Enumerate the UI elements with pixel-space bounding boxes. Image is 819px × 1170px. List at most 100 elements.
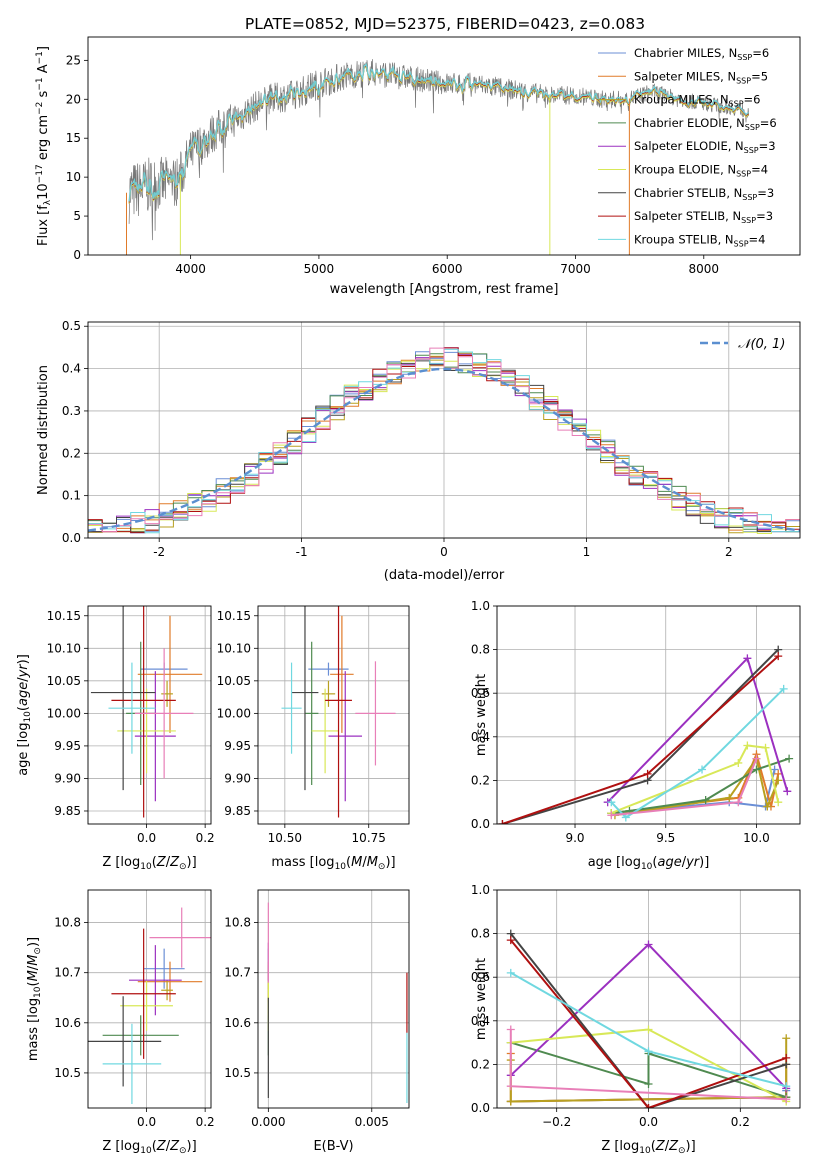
x-tick-label: 0.2 (731, 1115, 750, 1129)
weight-marker (506, 1097, 515, 1106)
axes-frame (496, 889, 801, 1109)
weight-marker (783, 787, 792, 796)
mass-vs-Z-points (88, 907, 211, 1104)
legend-label: Salpeter ELODIE, NSSP=3 (634, 139, 776, 155)
y-tick-label: 0.8 (471, 927, 490, 941)
y-tick-label: 1.0 (471, 599, 490, 613)
weight-marker (644, 1025, 653, 1034)
x-tick-label: 5000 (304, 262, 335, 276)
weight-marker (643, 769, 652, 778)
y-tick-label: 0.1 (62, 489, 81, 503)
plot-area (88, 890, 211, 1108)
y-axis-label: Flux [fλ10−17 erg cm−2 s−1 A−1] (35, 46, 53, 246)
weight-marker (701, 796, 710, 805)
y-tick-label: 9.90 (54, 771, 81, 785)
y-tick-label: 10.5 (224, 1066, 251, 1080)
weight-marker (774, 652, 783, 661)
y-tick-label: 0.8 (471, 643, 490, 657)
y-tick-label: 10.8 (224, 916, 251, 930)
plot-area (88, 606, 211, 824)
legend-label: Chabrier STELIB, NSSP=3 (634, 186, 774, 202)
x-axis-label: (data-model)/error (384, 568, 505, 583)
mass-vs-ebv-points (267, 902, 408, 1103)
weight-marker (779, 684, 788, 693)
x-tick-label: −0.2 (542, 1115, 571, 1129)
y-tick-label: 10.15 (47, 609, 81, 623)
legend-label: Salpeter MILES, NSSP=5 (634, 69, 768, 85)
x-tick-label: 0 (440, 545, 448, 559)
y-tick-label: 0.0 (471, 817, 490, 831)
weight-marker (506, 1025, 515, 1034)
y-tick-label: 20 (66, 92, 81, 106)
weight-marker (752, 765, 761, 774)
y-tick-label: 10.05 (47, 674, 81, 688)
x-tick-label: 4000 (175, 262, 206, 276)
weight-marker (782, 1053, 791, 1062)
x-tick-label: 6000 (432, 262, 463, 276)
y-tick-label: 10.6 (54, 1016, 81, 1030)
age-vs-mass-points (281, 606, 396, 818)
axes-frame (496, 605, 801, 825)
x-tick-label: 0.000 (251, 1115, 285, 1129)
legend-label: Chabrier MILES, NSSP=6 (634, 46, 769, 62)
weight-marker (734, 798, 743, 807)
x-tick-label: 10.75 (352, 831, 386, 845)
legend-label: Kroupa ELODIE, NSSP=4 (634, 163, 768, 179)
weight-line (510, 1041, 787, 1099)
weight-marker (607, 811, 616, 820)
weight-line (610, 688, 785, 819)
x-axis-label: Z [log10(Z/Z⊙)] (601, 1139, 695, 1156)
x-tick-label: 2 (725, 545, 733, 559)
y-tick-label: 0 (73, 248, 81, 262)
axes-frame (87, 889, 212, 1109)
y-tick-label: 0.2 (62, 446, 81, 460)
axes-frame (87, 321, 801, 539)
x-tick-label: 0.0 (137, 1115, 156, 1129)
x-axis-label: E(B-V) (313, 1139, 353, 1154)
y-tick-label: 10.00 (217, 706, 251, 720)
y-tick-label: 1.0 (471, 883, 490, 897)
mass-vs-ebv-axes: 0.000 0.005 10.5 10.6 10.7 10.8 (224, 890, 409, 1129)
weight-marker (782, 1034, 791, 1043)
weight-marker (644, 1104, 653, 1108)
y-tick-label: 10.10 (217, 641, 251, 655)
massweight-vs-Z-lines (506, 929, 791, 1108)
histogram-steps (88, 347, 800, 534)
y-tick-label: 9.85 (54, 804, 81, 818)
plot-area (258, 890, 409, 1108)
weight-marker (644, 940, 653, 949)
spectrum-lines (125, 59, 750, 255)
x-tick-label: 7000 (560, 262, 591, 276)
legend-label: 𝒩(0, 1) (738, 337, 785, 352)
weight-marker (498, 820, 507, 824)
weight-marker (698, 765, 707, 774)
age-vs-mass-axes: 10.50 10.75 9.85 9.90 9.95 10.00 10.05 10.10 10.… (217, 606, 409, 845)
y-tick-label: 5 (73, 209, 81, 223)
mass-vs-Z-axes: 0.0 0.2 10.5 10.6 10.7 10.8 (54, 890, 215, 1129)
x-tick-label: 8000 (689, 262, 720, 276)
weight-marker (763, 802, 772, 811)
weight-marker (725, 793, 734, 802)
weight-marker (644, 1080, 653, 1089)
legend-label: Chabrier ELODIE, NSSP=6 (634, 116, 777, 132)
x-tick-label: 0.0 (137, 831, 156, 845)
y-tick-label: 10.5 (54, 1066, 81, 1080)
y-axis-label: mass [log10(M/M⊙)] (26, 937, 43, 1061)
y-tick-label: 10.7 (54, 966, 81, 980)
legend-label: Salpeter STELIB, NSSP=3 (634, 209, 773, 225)
weight-line (510, 932, 787, 1108)
plot-area (258, 606, 409, 824)
x-tick-label: 0.2 (196, 1115, 215, 1129)
model-spectrum (128, 62, 749, 202)
y-axis-label: age [log10(age/yr)] (16, 654, 33, 776)
x-tick-label: 9.0 (565, 831, 584, 845)
y-tick-label: 10.10 (47, 641, 81, 655)
histogram-pink (88, 347, 800, 533)
weight-marker (782, 1095, 791, 1104)
observed-spectrum (128, 59, 750, 241)
age-vs-Z-points (90, 606, 203, 818)
legend: Chabrier MILES, NSSP=6 Salpeter MILES, NS… (598, 46, 777, 248)
y-tick-label: 0.2 (471, 1057, 490, 1071)
y-tick-label: 10.05 (217, 674, 251, 688)
